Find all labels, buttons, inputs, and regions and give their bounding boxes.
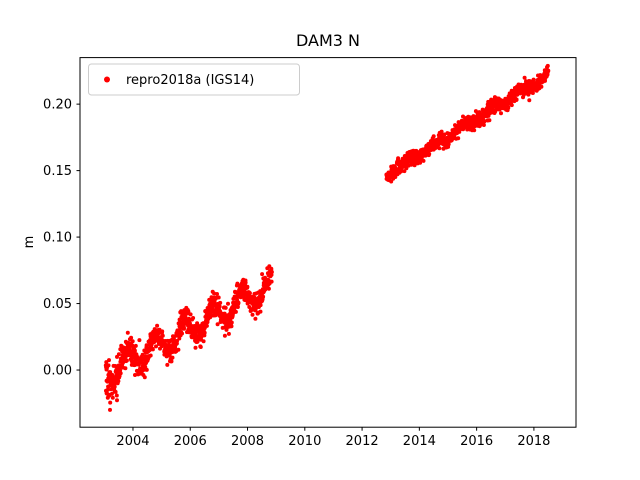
svg-text:2004: 2004	[116, 434, 149, 449]
legend-marker-icon	[104, 76, 110, 83]
svg-text:0.10: 0.10	[43, 231, 72, 246]
svg-text:0.05: 0.05	[43, 297, 72, 312]
x-axis-ticks: 2004 2006 2008 2010 2012 2014 2016 2018	[116, 427, 550, 449]
legend-label: repro2018a (IGS14)	[126, 73, 254, 88]
chart-title: DAM3 N	[296, 31, 360, 50]
legend: repro2018a (IGS14)	[88, 63, 300, 96]
axes-box	[79, 57, 577, 428]
plot-area	[80, 57, 576, 428]
svg-text:2012: 2012	[346, 434, 379, 449]
legend-frame	[88, 63, 300, 96]
svg-text:0.00: 0.00	[43, 364, 72, 379]
svg-text:2018: 2018	[517, 434, 550, 449]
svg-text:2008: 2008	[231, 434, 264, 449]
svg-text:0.20: 0.20	[43, 98, 72, 113]
scatter-points	[103, 63, 551, 412]
svg-text:2016: 2016	[460, 434, 493, 449]
svg-text:0.15: 0.15	[43, 164, 72, 179]
svg-text:2010: 2010	[288, 434, 321, 449]
svg-text:2006: 2006	[174, 434, 207, 449]
y-axis-label: m	[22, 236, 37, 249]
svg-text:2014: 2014	[403, 434, 436, 449]
y-axis-ticks: 0.00 0.05 0.10 0.15 0.20	[43, 98, 80, 379]
